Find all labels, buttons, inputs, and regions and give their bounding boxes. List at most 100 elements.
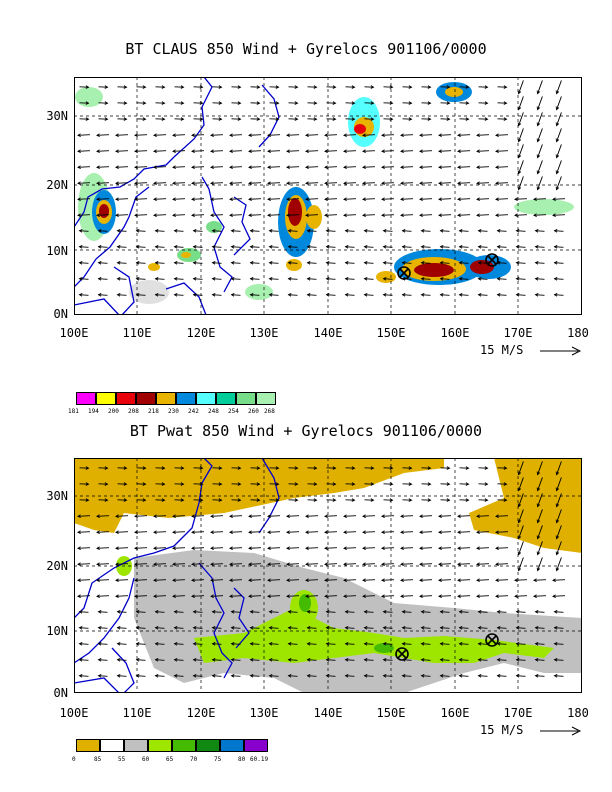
wind-vector-head — [343, 562, 347, 567]
wind-vector-head — [515, 674, 520, 678]
wind-vector-head — [161, 101, 166, 105]
wind-vector — [326, 294, 336, 296]
wind-vector — [364, 246, 374, 248]
wind-vector-head — [503, 498, 508, 502]
wind-vector-head — [96, 197, 100, 202]
wind-vector — [96, 531, 110, 533]
wind-vector — [554, 262, 564, 264]
wind-vector — [267, 579, 281, 581]
wind-vector-head — [305, 213, 309, 218]
wind-vector — [117, 611, 127, 613]
wind-vector-head — [153, 213, 157, 218]
wind-vector-head — [115, 546, 119, 551]
wind-vector-head — [457, 165, 461, 170]
wind-vector — [229, 182, 243, 184]
wind-vector-head — [313, 117, 318, 121]
wind-vector-head — [230, 626, 235, 630]
wind-vector-head — [96, 530, 100, 535]
wind-vector — [193, 611, 203, 613]
wind-vector — [307, 230, 317, 232]
wind-vector — [117, 675, 127, 677]
wind-vector — [136, 675, 146, 677]
wind-vector — [210, 198, 224, 200]
wind-vector-head — [237, 498, 242, 502]
wind-vector — [362, 150, 376, 152]
wind-vector-head — [249, 658, 254, 662]
wind-vector — [174, 611, 184, 613]
wind-vector-head — [287, 658, 292, 662]
wind-vector-head — [173, 293, 178, 297]
wind-vector — [250, 643, 260, 645]
wind-vector — [153, 515, 167, 517]
wind-vector-head — [343, 514, 347, 519]
wind-vector-head — [427, 482, 432, 486]
legend-swatch — [76, 392, 96, 405]
wind-vector-head — [419, 578, 423, 583]
wind-vector — [514, 198, 528, 200]
wind-vector-head — [248, 594, 252, 599]
scale-label: 15 M/S — [480, 343, 523, 357]
wind-vector — [459, 278, 469, 280]
wind-vector-head — [123, 117, 128, 121]
wind-vector — [535, 246, 545, 248]
wind-vector — [98, 278, 108, 280]
wind-vector-head — [211, 674, 216, 678]
wind-vector-head — [515, 626, 520, 630]
wind-vector — [191, 198, 205, 200]
lat-label: 20N — [46, 559, 68, 573]
wind-vector — [136, 643, 146, 645]
wind-vector-head — [211, 610, 216, 614]
wind-vector — [383, 611, 393, 613]
wind-vector-head — [249, 642, 254, 646]
wind-vector-head — [362, 562, 366, 567]
wind-vector — [250, 278, 260, 280]
wind-vector — [440, 294, 450, 296]
wind-vector — [288, 675, 298, 677]
wind-vector-head — [267, 181, 271, 186]
wind-vector-head — [419, 165, 423, 170]
pwat-shading — [74, 458, 582, 693]
wind-vector — [210, 547, 224, 549]
wind-vector-head — [439, 277, 444, 281]
wind-vector-head — [96, 181, 100, 186]
wind-vector-head — [115, 562, 119, 567]
wind-vector — [537, 525, 543, 539]
wind-vector — [136, 611, 146, 613]
wind-vector — [193, 675, 203, 677]
wind-vector-head — [503, 482, 508, 486]
wind-vector — [210, 595, 224, 597]
wind-vector — [155, 278, 165, 280]
wind-vector — [115, 579, 129, 581]
wind-vector — [419, 198, 433, 200]
wind-vector-head — [555, 106, 560, 111]
lat-label: 20N — [46, 178, 68, 192]
wind-vector — [457, 214, 471, 216]
wind-vector — [288, 278, 298, 280]
wind-vector-head — [267, 514, 271, 519]
wind-vector-head — [77, 530, 81, 535]
wind-vector — [438, 182, 452, 184]
wind-vector — [115, 214, 129, 216]
wind-vector — [556, 493, 562, 507]
wind-vector — [535, 659, 545, 661]
wind-vector-head — [268, 610, 273, 614]
wind-vector-head — [324, 197, 328, 202]
wind-vector-head — [362, 530, 366, 535]
wind-vector-head — [210, 149, 214, 154]
wind-vector-head — [325, 293, 330, 297]
wind-vector-head — [324, 530, 328, 535]
wind-vector-head — [115, 530, 119, 535]
wind-vector-head — [400, 149, 404, 154]
wind-vector — [324, 214, 338, 216]
scale-arrow — [540, 346, 582, 356]
wind-vector — [421, 659, 431, 661]
wind-vector-head — [439, 245, 444, 249]
claus-cloud-shading — [75, 82, 574, 304]
wind-vector-head — [229, 562, 233, 567]
wind-vector-head — [536, 154, 541, 159]
wind-vector — [267, 182, 281, 184]
wind-vector-head — [85, 482, 90, 486]
wind-vector-head — [294, 482, 299, 486]
wind-vector-head — [408, 85, 413, 89]
scale-label: 15 M/S — [480, 723, 523, 737]
